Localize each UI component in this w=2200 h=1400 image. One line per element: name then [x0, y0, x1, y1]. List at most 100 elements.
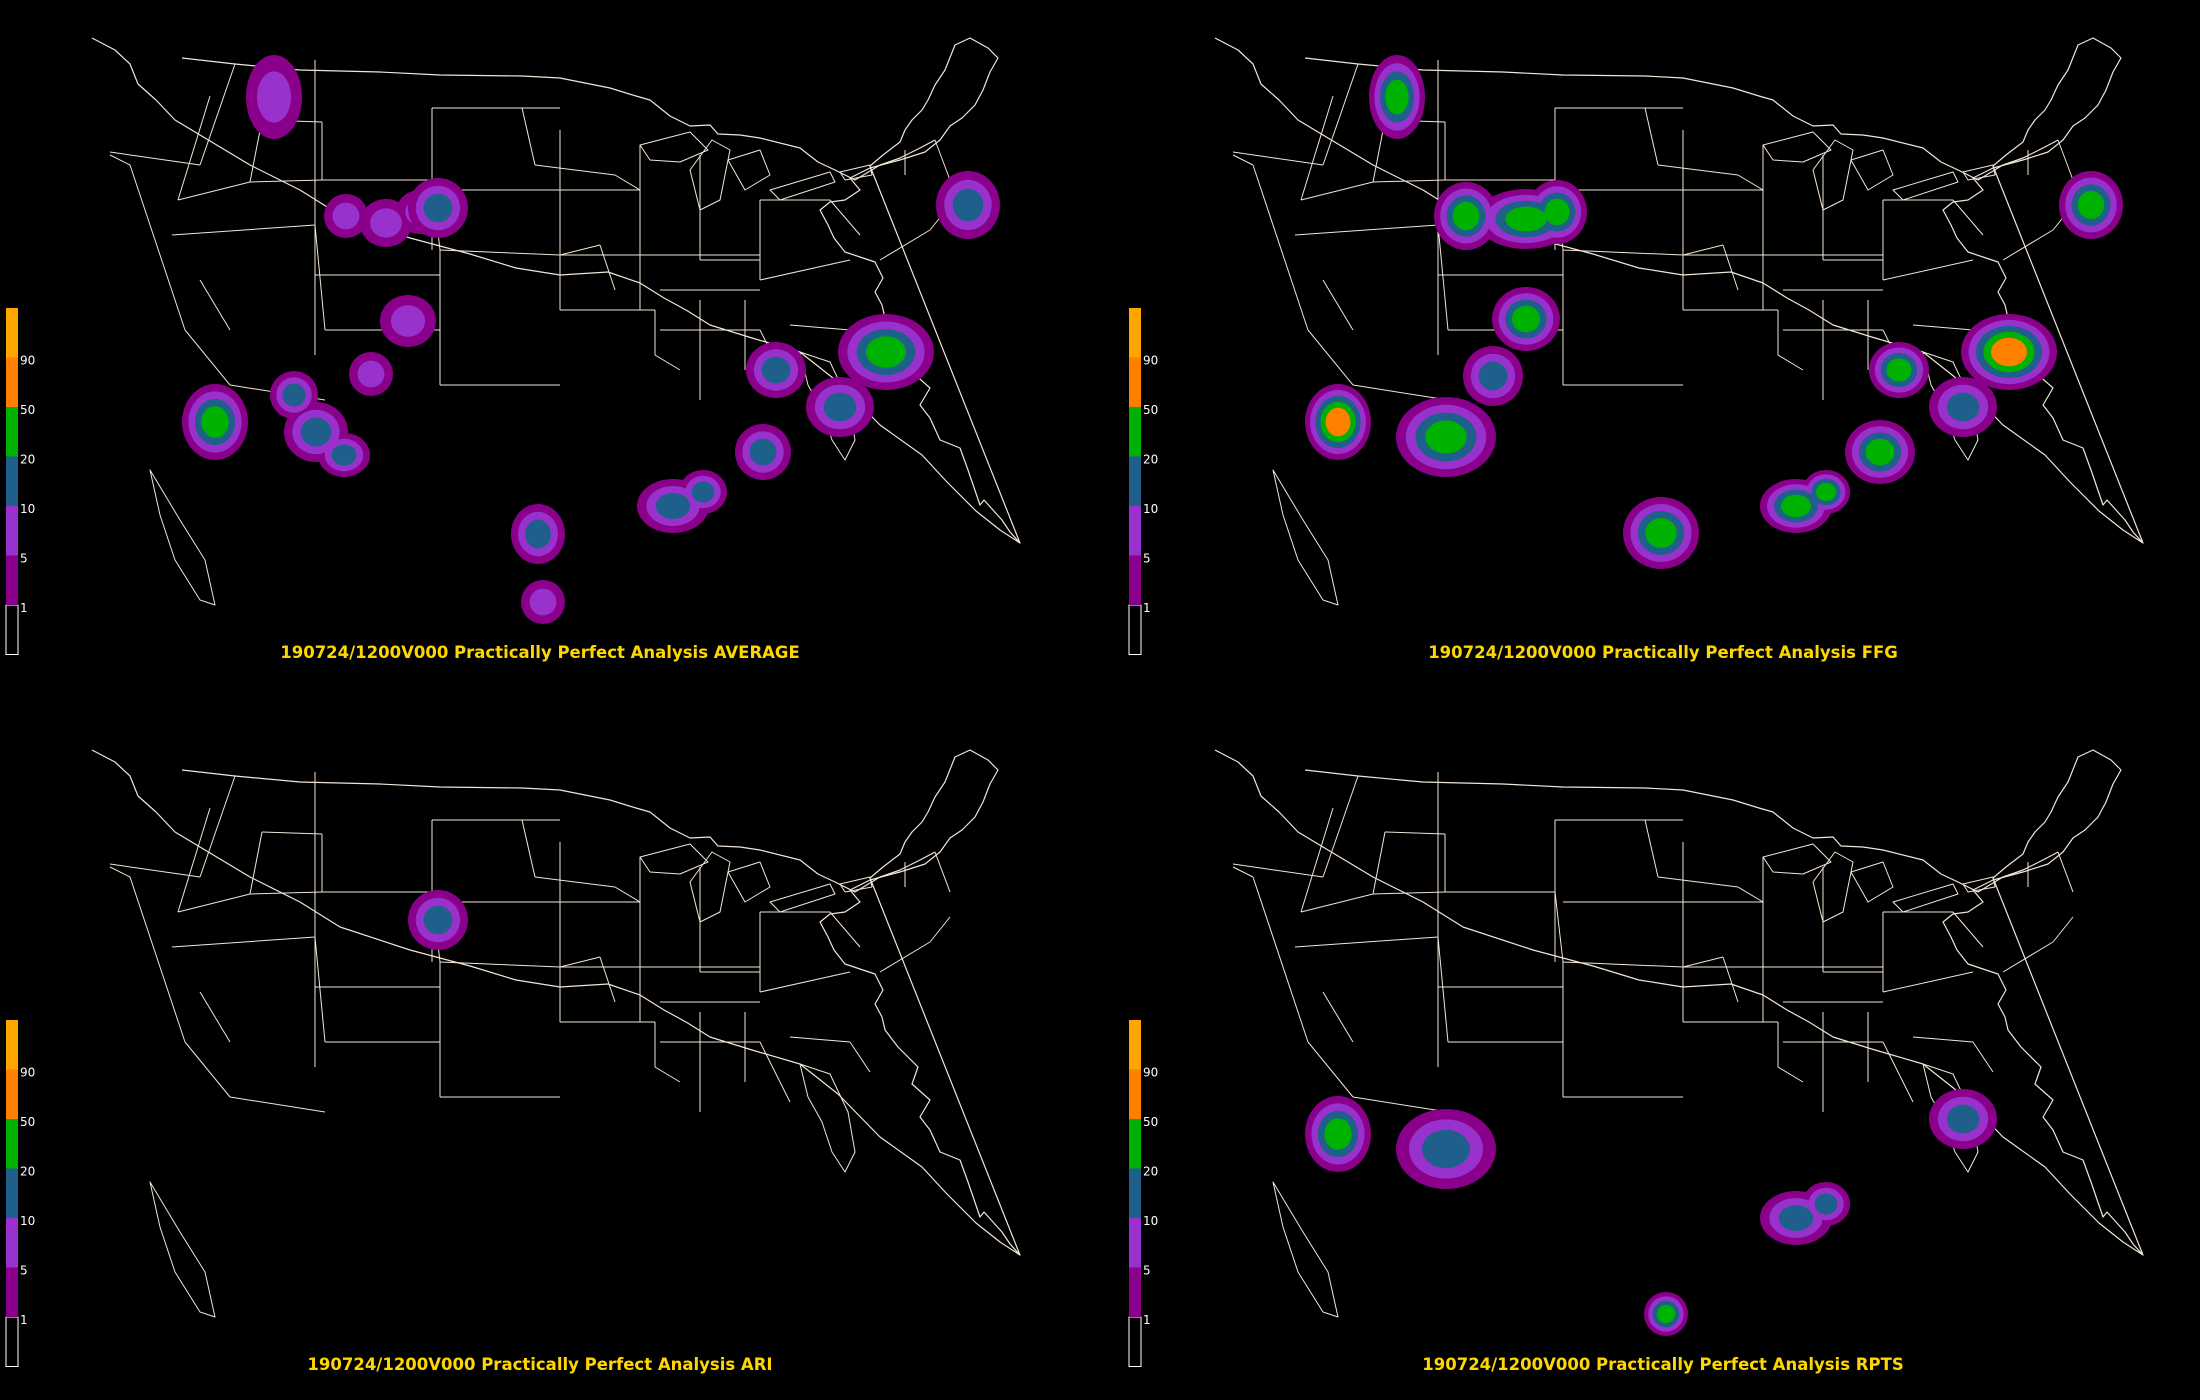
state-border — [314, 936, 326, 1043]
contour-northern-colorado — [1492, 287, 1560, 351]
legend-swatch — [1129, 555, 1141, 605]
state-border — [1972, 1041, 1994, 1073]
contour-western-south-dakota — [408, 890, 468, 950]
legend-label: 1 — [1143, 601, 1151, 615]
state-border — [934, 139, 951, 181]
state-border — [1562, 249, 1684, 256]
state-border — [789, 324, 851, 331]
state-border — [1562, 961, 1684, 968]
state-border — [1554, 891, 1564, 963]
contour-northern-idaho — [246, 55, 302, 139]
state-border — [1372, 891, 1446, 895]
panel-title: 190724/1200V000 Practically Perfect Anal… — [280, 643, 800, 662]
contour-southern-louisiana — [1760, 1182, 1850, 1245]
contour-southern-louisiana — [637, 470, 727, 533]
state-border — [1882, 259, 1974, 281]
legend-swatch — [6, 1069, 18, 1119]
state-border — [614, 886, 641, 903]
state-border — [2002, 941, 2054, 973]
state-border — [439, 249, 561, 256]
contour-northern-new-mexico — [349, 352, 393, 396]
legend-label: 20 — [20, 453, 35, 467]
state-border — [1372, 179, 1446, 183]
state-border — [1657, 164, 1739, 176]
state-border — [1722, 244, 1739, 291]
legend-swatch — [1129, 1267, 1141, 1317]
panel-title: 190724/1200V000 Practically Perfect Anal… — [1422, 1355, 1903, 1374]
contour-south-texas — [521, 580, 565, 624]
state-border — [1882, 971, 1974, 993]
state-border — [1322, 991, 1354, 1043]
contour-new-england — [936, 171, 1000, 239]
legend: 1 5 10 20 50 90 — [5, 308, 35, 655]
legend-swatch — [1129, 1020, 1141, 1070]
panel-rpts: 1 5 10 20 50 90 190724/1200V000 Practically P… — [1128, 749, 2144, 1374]
contour-northern-idaho — [1369, 55, 1425, 139]
state-border — [1737, 886, 1764, 903]
state-border — [1912, 324, 1974, 331]
legend-swatch — [1128, 1316, 1142, 1367]
state-border — [654, 354, 681, 371]
great-lakes — [1762, 131, 1996, 211]
legend-label: 10 — [20, 1214, 35, 1228]
state-border — [199, 775, 236, 878]
state-border — [1737, 174, 1764, 191]
baja-coast — [149, 469, 216, 606]
baja-coast — [1272, 1181, 1339, 1318]
panel-title: 190724/1200V000 Practically Perfect Anal… — [307, 1355, 772, 1374]
panel-average: 1 5 10 20 50 90 190724/1200V000 Practically P… — [5, 37, 1021, 662]
state-border — [1657, 876, 1739, 888]
state-border — [1307, 329, 1354, 386]
state-border — [534, 164, 616, 176]
state-border — [249, 891, 323, 895]
contour-southern-louisiana — [1760, 470, 1850, 533]
probability-contours — [1305, 55, 2123, 569]
state-border — [534, 876, 616, 888]
legend: 1 5 10 20 50 90 — [5, 1020, 35, 1367]
state-border — [129, 876, 186, 1043]
legend-swatch — [6, 1020, 18, 1070]
contour-south-carolina — [806, 377, 874, 437]
map-base — [91, 749, 1021, 1318]
state-border — [199, 991, 231, 1043]
state-border — [1232, 154, 1254, 166]
state-border — [829, 911, 861, 948]
legend-label: 50 — [1143, 403, 1158, 417]
state-border — [1722, 956, 1739, 1003]
state-border — [1294, 936, 1439, 948]
contour-southern-arizona — [270, 371, 370, 477]
legend-label: 90 — [20, 354, 35, 368]
legend-label: 90 — [20, 1066, 35, 1080]
legend: 1 5 10 20 50 90 — [1128, 308, 1158, 655]
legend-label: 50 — [20, 1115, 35, 1129]
state-border — [129, 164, 186, 331]
state-border — [171, 224, 316, 236]
contour-western-south-dakota — [408, 178, 468, 238]
state-border — [249, 831, 263, 895]
state-border — [559, 956, 601, 968]
state-border — [1384, 831, 1446, 835]
state-border — [1882, 1041, 1914, 1103]
state-border — [759, 971, 851, 993]
legend-swatch — [1129, 1168, 1141, 1218]
state-border — [1252, 164, 1309, 331]
state-border — [171, 936, 316, 948]
contour-central-colorado — [380, 295, 436, 347]
great-lakes — [639, 131, 873, 211]
legend-swatch — [6, 456, 18, 506]
legend-label: 50 — [20, 403, 35, 417]
legend-swatch — [5, 1316, 19, 1367]
panel-ffg: 1 5 10 20 50 90 190724/1200V000 Practically P… — [1128, 37, 2144, 662]
state-border — [439, 961, 561, 968]
legend-swatches — [1128, 308, 1142, 655]
contour-georgia — [1845, 420, 1915, 484]
state-border — [1437, 224, 1449, 331]
contour-central-california — [1305, 384, 1371, 460]
contour-virginia-north-carolina — [1961, 314, 2057, 390]
legend-label: 90 — [1143, 1066, 1158, 1080]
legend-label: 1 — [20, 1313, 28, 1327]
state-border — [1252, 876, 1309, 1043]
state-border — [879, 941, 931, 973]
panel-ari: 1 5 10 20 50 90 190724/1200V000 Practically P… — [5, 749, 1021, 1374]
state-border — [1352, 1096, 1449, 1113]
